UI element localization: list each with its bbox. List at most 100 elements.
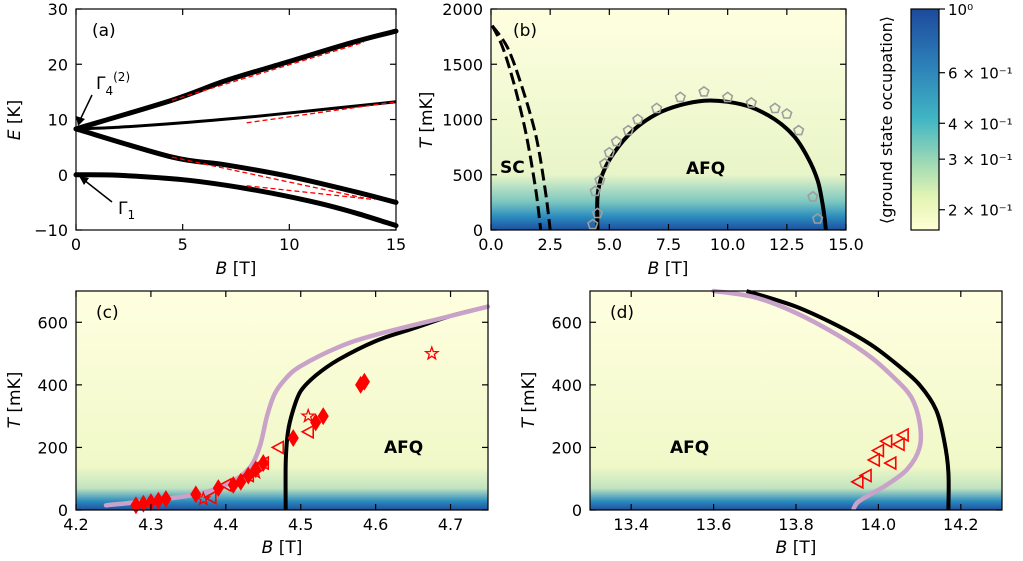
x-tick-label: 13.6 xyxy=(696,515,732,534)
y-tick-label: 400 xyxy=(551,376,582,395)
gamma1-arrowhead xyxy=(79,176,89,185)
colorbar-tick-label: 2 × 10⁻¹ xyxy=(948,202,1013,220)
x-tick-label: 13.8 xyxy=(778,515,814,534)
panel-a-ylabel: E [K] xyxy=(5,100,25,141)
gray-marker xyxy=(807,190,819,202)
x-tick-label: 14.0 xyxy=(861,515,897,534)
panel-d: 13.4 13.6 13.8 14.0 14.2 600 400 200 0 (d) AFQ B… xyxy=(519,288,1003,558)
red-star-marker xyxy=(300,407,317,424)
y-tick-label: 1000 xyxy=(442,111,483,130)
gray-marker xyxy=(769,102,781,114)
red-triangle-marker xyxy=(850,474,864,490)
y-tick-label: 0 xyxy=(58,501,68,520)
panel-b-label: (b) xyxy=(513,21,537,41)
panel-c-label: (c) xyxy=(96,303,119,323)
series-line-red-dashed xyxy=(246,185,375,201)
panel-c-ylabel: T [mK] xyxy=(5,372,25,429)
gamma1-arrow xyxy=(83,179,113,203)
panel-c-plot xyxy=(103,304,491,515)
y-tick-label: 0 xyxy=(572,501,582,520)
gray-marker xyxy=(811,212,824,224)
y-tick-label: 20 xyxy=(48,55,68,74)
y-tick-label: 0 xyxy=(58,166,68,185)
gray-marker xyxy=(610,135,623,147)
panel-b: 0.0 2.5 5.0 7.5 10.0 12.5 15.02000150010005000… xyxy=(417,0,864,279)
red-triangle-marker xyxy=(891,436,905,452)
red-triangle-marker xyxy=(300,424,315,440)
x-tick-label: 4.4 xyxy=(213,515,238,534)
panel-d-label: (d) xyxy=(610,303,634,323)
x-tick-label: 7.5 xyxy=(656,235,681,254)
red-triangle-marker xyxy=(858,468,872,483)
x-tick-label: 2.5 xyxy=(537,235,562,254)
gray-marker xyxy=(598,157,611,169)
x-tick-label: 4.5 xyxy=(288,515,313,534)
red-star-marker xyxy=(195,490,212,506)
colorbar-tick-label: 10⁰ xyxy=(948,1,973,19)
x-tick-label: 5 xyxy=(178,235,188,254)
y-tick-label: 200 xyxy=(551,438,582,457)
panel-b-ylabel: T [mK] xyxy=(417,92,437,149)
y-tick-label: −10 xyxy=(34,221,68,240)
gray-marker xyxy=(589,185,601,197)
x-tick-label: 12.5 xyxy=(769,235,805,254)
panel-c-xlabel: B [T] xyxy=(262,538,303,558)
gray-marker xyxy=(603,146,616,158)
panel-a-xlabel: B [T] xyxy=(216,259,257,279)
gray-marker xyxy=(594,174,606,186)
afq-annotation-d: AFQ xyxy=(670,438,709,458)
series-line-black-solid xyxy=(745,289,951,511)
y-tick-label: 400 xyxy=(37,376,68,395)
panel-a-plot xyxy=(73,28,399,229)
x-tick-label: 15.0 xyxy=(828,235,864,254)
colorbar: 10⁰ 6 × 10⁻¹ 4 × 10⁻¹ 3 × 10⁻¹ 2 × 10⁻¹ ⟨gro… xyxy=(877,1,1013,231)
colorbar-ticks: 10⁰ 6 × 10⁻¹ 4 × 10⁻¹ 3 × 10⁻¹ 2 × 10⁻¹ xyxy=(939,1,1013,220)
red-star-marker xyxy=(423,345,440,361)
gray-marker xyxy=(792,124,805,136)
x-tick-label: 10 xyxy=(279,235,299,254)
red-triangle-marker xyxy=(255,455,270,471)
colorbar-tick-label: 4 × 10⁻¹ xyxy=(948,115,1013,133)
red-diamond-marker xyxy=(287,429,299,447)
x-tick-label: 4.6 xyxy=(363,515,388,534)
sc-annotation: SC xyxy=(500,158,525,178)
gray-marker xyxy=(632,113,644,125)
panel-b-ticks: 0.0 2.5 5.0 7.5 10.0 12.5 15.0 2000 1500 1000 500 0 xyxy=(442,0,864,254)
x-tick-label: 4.3 xyxy=(138,515,163,534)
red-triangle-marker xyxy=(866,452,881,468)
panel-d-xlabel: B [T] xyxy=(776,538,817,558)
series-line-black-thin xyxy=(75,100,397,131)
colorbar-gradient xyxy=(910,8,940,231)
panel-d-plot xyxy=(711,288,951,511)
x-tick-label: 4.2 xyxy=(63,515,88,534)
afq-annotation-c: AFQ xyxy=(384,438,423,458)
y-tick-label: 2000 xyxy=(442,0,483,19)
series-line-black-thick xyxy=(73,172,399,229)
y-tick-label: 1500 xyxy=(442,55,483,74)
panel-c-ticks: 4.2 4.3 4.4 4.5 4.6 4.7 600 400 200 0 xyxy=(37,291,488,534)
gray-marker xyxy=(698,85,710,97)
series-line-black-thick xyxy=(73,28,399,132)
red-triangle-marker xyxy=(870,443,885,458)
panel-a-label: (a) xyxy=(92,21,116,41)
series-line-red-dashed xyxy=(171,156,365,199)
panel-b-xlabel: B [T] xyxy=(648,259,689,279)
series-line-lavender xyxy=(711,288,924,511)
x-tick-label: 10.0 xyxy=(710,235,746,254)
x-tick-label: 14.2 xyxy=(943,515,979,534)
panel-c: 4.2 4.3 4.4 4.5 4.6 4.7 600 400 200 0 (c) AFQ B [… xyxy=(5,290,491,558)
colorbar-label: ⟨ground state occupation⟩ xyxy=(877,16,896,224)
red-triangle-marker xyxy=(883,455,897,471)
gray-marker xyxy=(650,102,663,114)
gray-marker xyxy=(721,91,734,103)
gray-marker xyxy=(745,96,758,108)
red-triangle-marker xyxy=(878,433,893,449)
y-tick-label: 200 xyxy=(37,438,68,457)
afq-annotation-b: AFQ xyxy=(686,159,725,179)
x-tick-label: 15 xyxy=(386,235,406,254)
x-tick-label: 0 xyxy=(71,235,81,254)
y-tick-label: 500 xyxy=(452,166,483,185)
red-triangle-marker xyxy=(895,427,909,443)
